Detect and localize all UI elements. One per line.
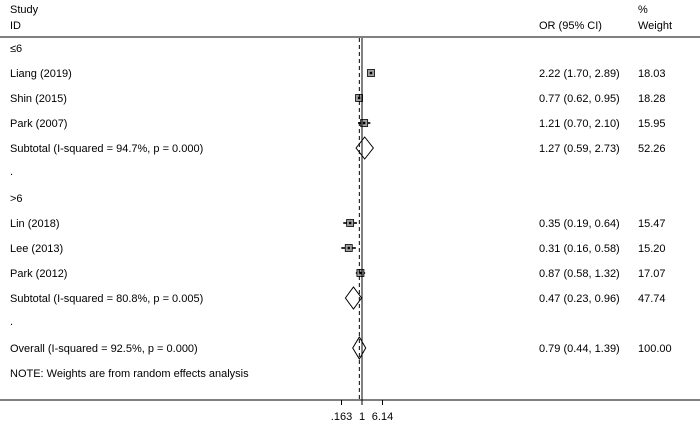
study-0-2-label: Park (2007)	[10, 118, 67, 130]
header-id: ID	[10, 20, 21, 32]
study-1-0-point-center	[348, 221, 352, 225]
study-0-1-label: Shin (2015)	[10, 93, 67, 105]
study-1-1-label: Lee (2013)	[10, 243, 63, 255]
x-tick-label-2: 6.14	[372, 411, 393, 423]
study-1-1-weight: 15.20	[638, 243, 666, 255]
study-1-1-point-center	[347, 246, 350, 250]
study-1-0-ci: 0.35 (0.19, 0.64)	[539, 218, 620, 230]
rows: ≤6 Liang (2019) 2.22 (1.70, 2.89) 18.03 Shin…	[10, 43, 672, 380]
overall-weight: 100.00	[638, 343, 672, 355]
study-0-0-point-center	[369, 71, 373, 75]
study-0-1-weight: 18.28	[638, 93, 666, 105]
study-1-2-weight: 17.07	[638, 268, 666, 280]
marks	[341, 38, 375, 400]
study-0-2-weight: 15.95	[638, 118, 666, 130]
x-tick-label-0: .163	[331, 411, 352, 423]
header-percent: %	[638, 4, 648, 16]
header-study: Study	[10, 4, 39, 16]
header-or-ci: OR (95% CI)	[539, 20, 602, 32]
separator-0: .	[10, 166, 13, 178]
subtotal-0-label: Subtotal (I-squared = 94.7%, p = 0.000)	[10, 143, 203, 155]
x-tick-label-1: 1	[359, 411, 365, 423]
separator-1: .	[10, 316, 13, 328]
subtotal-0-weight: 52.26	[638, 143, 666, 155]
subtotal-1-ci: 0.47 (0.23, 0.96)	[539, 293, 620, 305]
x-axis-ticks: .163 1 6.14	[331, 400, 393, 423]
subtotal-1-label: Subtotal (I-squared = 80.8%, p = 0.005)	[10, 293, 203, 305]
study-1-2-ci: 0.87 (0.58, 1.32)	[539, 268, 620, 280]
study-1-0-label: Lin (2018)	[10, 218, 60, 230]
group-label-1: >6	[10, 193, 23, 205]
subtotal-0-ci: 1.27 (0.59, 2.73)	[539, 143, 620, 155]
study-0-2-ci: 1.21 (0.70, 2.10)	[539, 118, 620, 130]
subtotal-1-weight: 47.74	[638, 293, 666, 305]
study-1-2-point-center	[359, 271, 362, 275]
study-0-0-label: Liang (2019)	[10, 68, 72, 80]
study-0-0-ci: 2.22 (1.70, 2.89)	[539, 68, 620, 80]
weights-note: NOTE: Weights are from random effects an…	[10, 368, 249, 380]
study-1-1-ci: 0.31 (0.16, 0.58)	[539, 243, 620, 255]
header: Study ID OR (95% CI) % Weight	[10, 4, 672, 32]
study-0-0-weight: 18.03	[638, 68, 666, 80]
study-0-2-point-center	[362, 121, 366, 125]
study-1-2-label: Park (2012)	[10, 268, 67, 280]
header-weight: Weight	[638, 20, 672, 32]
subtotal-0-diamond	[355, 136, 374, 160]
overall-ci: 0.79 (0.44, 1.39)	[539, 343, 620, 355]
group-label-0: ≤6	[10, 43, 22, 55]
study-1-0-weight: 15.47	[638, 218, 666, 230]
study-0-1-ci: 0.77 (0.62, 0.95)	[539, 93, 620, 105]
overall-label: Overall (I-squared = 92.5%, p = 0.000)	[10, 343, 198, 355]
